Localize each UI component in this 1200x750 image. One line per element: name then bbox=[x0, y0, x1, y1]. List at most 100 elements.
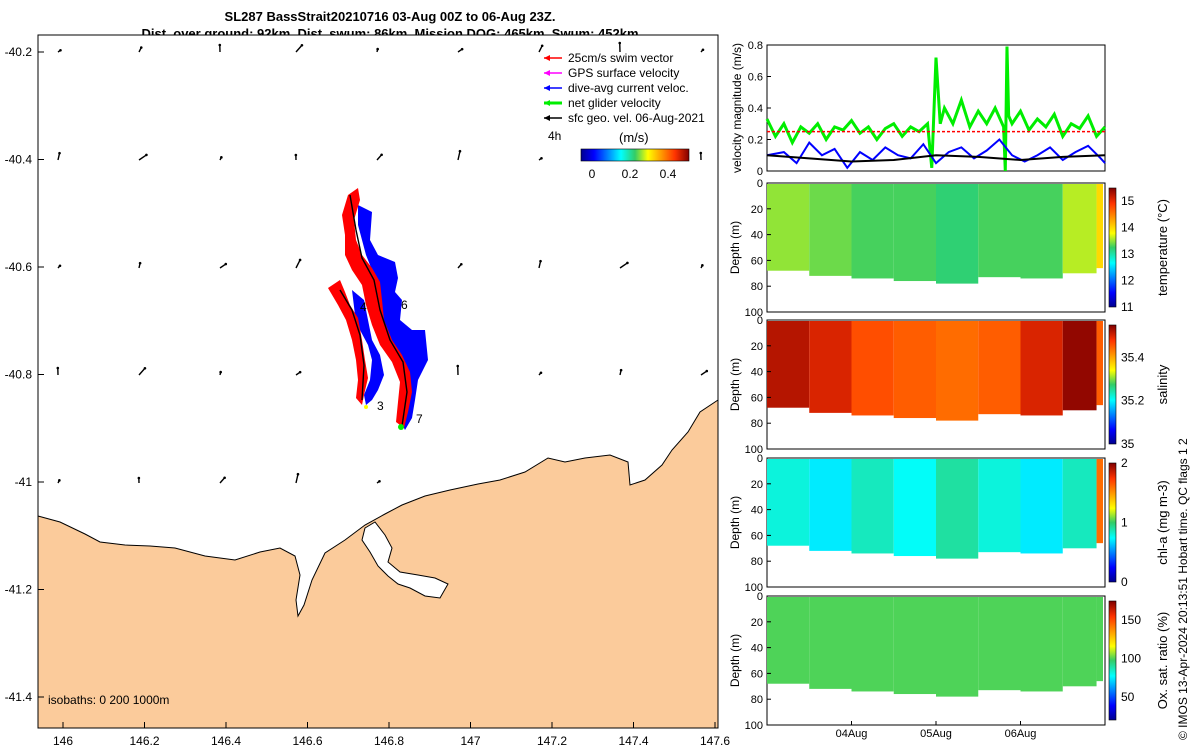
geo-vector-head bbox=[540, 44, 544, 48]
geo-vector-head bbox=[298, 258, 302, 262]
section-colorbar-tick: 11 bbox=[1121, 300, 1134, 314]
section-column bbox=[767, 459, 810, 546]
depth-tick-label: 40 bbox=[751, 367, 763, 379]
depth-axis-label: Depth (m) bbox=[728, 634, 742, 687]
depth-tick-label: 100 bbox=[745, 582, 763, 594]
geo-vector-head bbox=[294, 153, 298, 157]
depth-tick-label: 0 bbox=[757, 178, 763, 190]
geo-vector-head bbox=[58, 151, 61, 155]
section-column bbox=[809, 597, 852, 689]
velocity-ytick-label: 0 bbox=[757, 166, 763, 178]
legend-arrowhead bbox=[544, 100, 550, 106]
section-colorbar-tick: 14 bbox=[1121, 221, 1135, 235]
section-colorbar-label: chl-a (mg m-3) bbox=[1155, 480, 1170, 565]
geo-vector-head bbox=[699, 151, 703, 155]
section-colorbar bbox=[1108, 187, 1117, 308]
section-column bbox=[851, 459, 894, 554]
section-column bbox=[893, 184, 936, 282]
section-colorbar-tick: 50 bbox=[1121, 690, 1135, 704]
velocity-series-line bbox=[765, 46, 1107, 172]
geo-vector bbox=[457, 151, 461, 161]
lon-tick-label: 146 bbox=[53, 734, 73, 748]
velocity-ytick-label: 0.2 bbox=[748, 135, 763, 147]
legend-arrowhead bbox=[544, 115, 550, 121]
section-column bbox=[1020, 597, 1063, 692]
velocity-ytick-label: 0.8 bbox=[748, 40, 763, 52]
lat-tick-label: -40.8 bbox=[5, 368, 33, 382]
geo-vector-head bbox=[460, 47, 464, 51]
dive-avg-swath-2 bbox=[352, 290, 384, 405]
lon-tick-label: 146.2 bbox=[129, 734, 159, 748]
geo-vector bbox=[295, 44, 303, 53]
geo-vector-head bbox=[378, 480, 381, 483]
lon-tick-label: 147.2 bbox=[537, 734, 567, 748]
lon-tick-label: 147.4 bbox=[618, 734, 648, 748]
right-panels: 0 0.2 0.4 0.6 0.8 velocity magnitude (m/s) 0 2… bbox=[728, 40, 1170, 740]
geo-vector-head bbox=[539, 371, 543, 375]
section-colorbar-tick: 2 bbox=[1121, 456, 1128, 470]
section-colorbar bbox=[1108, 462, 1117, 583]
section-column bbox=[809, 459, 852, 551]
geo-vector-head bbox=[223, 476, 226, 480]
depth-tick-label: 60 bbox=[751, 530, 763, 542]
velocity-ytick-label: 0.6 bbox=[748, 72, 763, 84]
glider-track bbox=[328, 188, 428, 430]
lat-tick-label: -40.6 bbox=[5, 260, 33, 274]
section-column bbox=[936, 184, 979, 284]
geo-vector-head bbox=[701, 48, 705, 52]
section-column bbox=[1062, 597, 1097, 687]
depth-axis-label: Depth (m) bbox=[728, 358, 742, 411]
depth-tick-label: 80 bbox=[751, 418, 763, 430]
section-column bbox=[1096, 597, 1103, 682]
section-column bbox=[1096, 321, 1103, 406]
depth-axis-label: Depth (m) bbox=[728, 496, 742, 549]
section-column bbox=[809, 321, 852, 413]
section-colorbar-tick: 150 bbox=[1121, 613, 1141, 627]
section-column bbox=[1062, 184, 1097, 274]
section-column bbox=[936, 459, 979, 559]
section-column bbox=[851, 597, 894, 692]
section-column bbox=[809, 184, 852, 276]
depth-axis-label: Depth (m) bbox=[728, 221, 742, 274]
section-column bbox=[767, 597, 810, 684]
geo-vector-head bbox=[220, 156, 223, 159]
lat-tick-label: -41 bbox=[15, 475, 33, 489]
section-colorbar bbox=[1108, 324, 1117, 445]
geo-vector-head bbox=[224, 262, 228, 266]
track-label-3: 3 bbox=[377, 399, 384, 413]
track-label-4: 4 bbox=[360, 300, 367, 314]
lat-tick-label: -41.2 bbox=[5, 583, 33, 597]
velocity-series-line bbox=[766, 138, 1106, 170]
map-colorbar-tick: 0.4 bbox=[660, 167, 677, 181]
depth-tick-label: 0 bbox=[757, 591, 763, 603]
depth-tick-label: 60 bbox=[751, 392, 763, 404]
lon-tick-label: 147 bbox=[460, 734, 480, 748]
section-column bbox=[893, 459, 936, 557]
lon-tick-label: 147.6 bbox=[700, 734, 730, 748]
isobaths-label: isobaths: 0 200 1000m bbox=[48, 693, 169, 707]
geo-vector bbox=[138, 154, 147, 161]
section-column bbox=[936, 321, 979, 421]
depth-tick-label: 40 bbox=[751, 230, 763, 242]
geo-vector-head bbox=[458, 149, 462, 153]
geo-vector-head bbox=[380, 153, 383, 157]
depth-tick-label: 40 bbox=[751, 505, 763, 517]
track-end-marker bbox=[398, 424, 404, 430]
imos-credit: © IMOS 13-Apr-2024 20:13:51 Hobart time.… bbox=[1176, 438, 1190, 740]
section-colorbar-tick: 35.4 bbox=[1121, 350, 1145, 364]
geo-vector-head bbox=[376, 47, 379, 51]
interval-label: 4h bbox=[548, 129, 561, 143]
legend-label: sfc geo. vel. 06-Aug-2021 bbox=[568, 111, 705, 125]
lon-tick-label: 146.8 bbox=[374, 734, 404, 748]
track-label-6: 6 bbox=[401, 298, 408, 312]
date-tick-label: 04Aug bbox=[836, 728, 868, 740]
lon-tick-label: 146.4 bbox=[211, 734, 241, 748]
depth-tick-label: 40 bbox=[751, 643, 763, 655]
map-colorbar-tick: 0.2 bbox=[622, 167, 639, 181]
geo-vector bbox=[619, 262, 628, 269]
geo-vector-head bbox=[705, 369, 709, 373]
depth-tick-label: 100 bbox=[745, 307, 763, 319]
lat-tick-label: -40.2 bbox=[5, 45, 33, 59]
